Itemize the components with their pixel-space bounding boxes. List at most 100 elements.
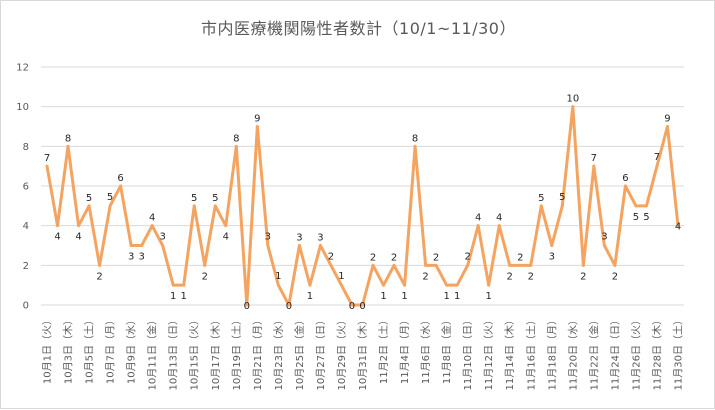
data-point [655, 164, 659, 168]
data-point [424, 263, 428, 267]
data-label: 0 [244, 301, 250, 312]
y-tick-label: 0 [23, 301, 29, 312]
x-tick-label: 11月6日（水） [420, 315, 432, 384]
y-tick-label: 6 [23, 182, 29, 193]
data-point [455, 283, 459, 287]
data-point [213, 204, 217, 208]
data-point [497, 224, 501, 228]
data-point [45, 164, 49, 168]
x-tick-label: 10月31日（木） [357, 315, 369, 390]
data-label: 4 [54, 232, 60, 243]
data-label: 4 [149, 213, 155, 224]
data-label: 3 [549, 252, 555, 263]
data-label: 2 [96, 271, 102, 282]
data-label: 9 [664, 114, 670, 125]
data-label: 2 [202, 271, 208, 282]
data-point [413, 144, 417, 148]
x-tick-label: 10月27日（日） [315, 315, 327, 390]
x-tick-label: 10月13日（日） [168, 315, 180, 390]
gridlines [41, 66, 684, 306]
data-point [182, 283, 186, 287]
data-point [644, 204, 648, 208]
data-point [392, 263, 396, 267]
data-point [119, 184, 123, 188]
x-tick-label: 11月18日（月） [546, 315, 558, 390]
data-label: 3 [138, 252, 144, 263]
x-tick-label: 11月4日（月） [399, 315, 411, 384]
data-label: 2 [391, 252, 397, 263]
data-label: 1 [380, 291, 386, 302]
data-label: 1 [275, 271, 281, 282]
data-point [518, 263, 522, 267]
data-label: 8 [65, 133, 71, 144]
data-label: 3 [601, 232, 607, 243]
data-point [508, 263, 512, 267]
data-label: 2 [328, 251, 334, 262]
data-point [161, 244, 165, 247]
y-tick-label: 12 [16, 63, 29, 74]
y-tick-label: 10 [16, 102, 29, 113]
data-label: 1 [170, 291, 176, 302]
x-tick-label: 10月17日（木） [210, 315, 222, 390]
data-point [476, 224, 480, 228]
x-tick-label: 10月11日（金） [146, 315, 159, 390]
data-label: 3 [128, 252, 134, 263]
data-label: 2 [464, 251, 470, 262]
data-point [245, 303, 249, 307]
x-tick-label: 11月24日（日） [609, 315, 621, 390]
data-point [140, 244, 144, 247]
data-label: 3 [296, 233, 302, 244]
data-label: 6 [117, 173, 123, 184]
x-tick-label: 11月30日（土） [672, 315, 685, 390]
data-point [287, 303, 291, 307]
data-label: 8 [412, 133, 418, 144]
data-label: 1 [486, 291, 492, 302]
data-point [276, 283, 280, 287]
data-point [571, 105, 575, 109]
data-label: 3 [159, 232, 165, 243]
data-point [329, 263, 333, 267]
data-point [234, 144, 238, 148]
data-point [550, 244, 554, 247]
data-label: 1 [443, 291, 449, 302]
x-tick-label: 11月14日（木） [504, 315, 516, 390]
data-point [297, 244, 301, 247]
x-tick-label: 11月2日（土） [377, 315, 390, 384]
data-label: 5 [86, 193, 92, 204]
x-tick-label: 10月23日（水） [273, 315, 285, 390]
data-label: 2 [612, 271, 618, 282]
data-point [634, 204, 638, 208]
data-label: 4 [496, 213, 502, 224]
data-point [560, 204, 564, 208]
data-label: 7 [591, 153, 597, 164]
data-label: 1 [307, 291, 313, 302]
data-label: 4 [223, 232, 229, 243]
data-label: 5 [643, 212, 649, 223]
data-label: 2 [517, 252, 523, 263]
x-tick-label: 10月21日（月） [252, 315, 264, 390]
data-point [129, 244, 133, 247]
data-label: 5 [191, 193, 197, 204]
data-point [434, 263, 438, 267]
data-label: 1 [338, 271, 344, 282]
data-point [539, 204, 543, 208]
data-label: 2 [528, 271, 534, 282]
data-point [382, 283, 386, 287]
data-label: 0 [349, 301, 355, 312]
data-label: 1 [401, 291, 407, 302]
data-label: 2 [507, 271, 513, 282]
data-label: 5 [538, 193, 544, 204]
x-tick-label: 10月3日（木） [63, 315, 75, 384]
y-axis-tick-labels: 0 2 4 6 8 10 12 [16, 63, 29, 312]
x-tick-label: 10月29日（火） [336, 315, 348, 390]
x-axis-tick-labels: 10月1日（火） 10月3日（木） 10月5日（土） 10月7日（月） 10月9日（水）… [42, 315, 685, 390]
data-label: 2 [370, 252, 376, 263]
x-tick-label: 11月8日（金） [440, 315, 453, 384]
data-label: 0 [359, 301, 365, 312]
data-label: 4 [675, 222, 681, 233]
series [45, 105, 680, 307]
x-tick-label: 11月26日（火） [630, 315, 642, 390]
data-label: 10 [566, 94, 579, 105]
